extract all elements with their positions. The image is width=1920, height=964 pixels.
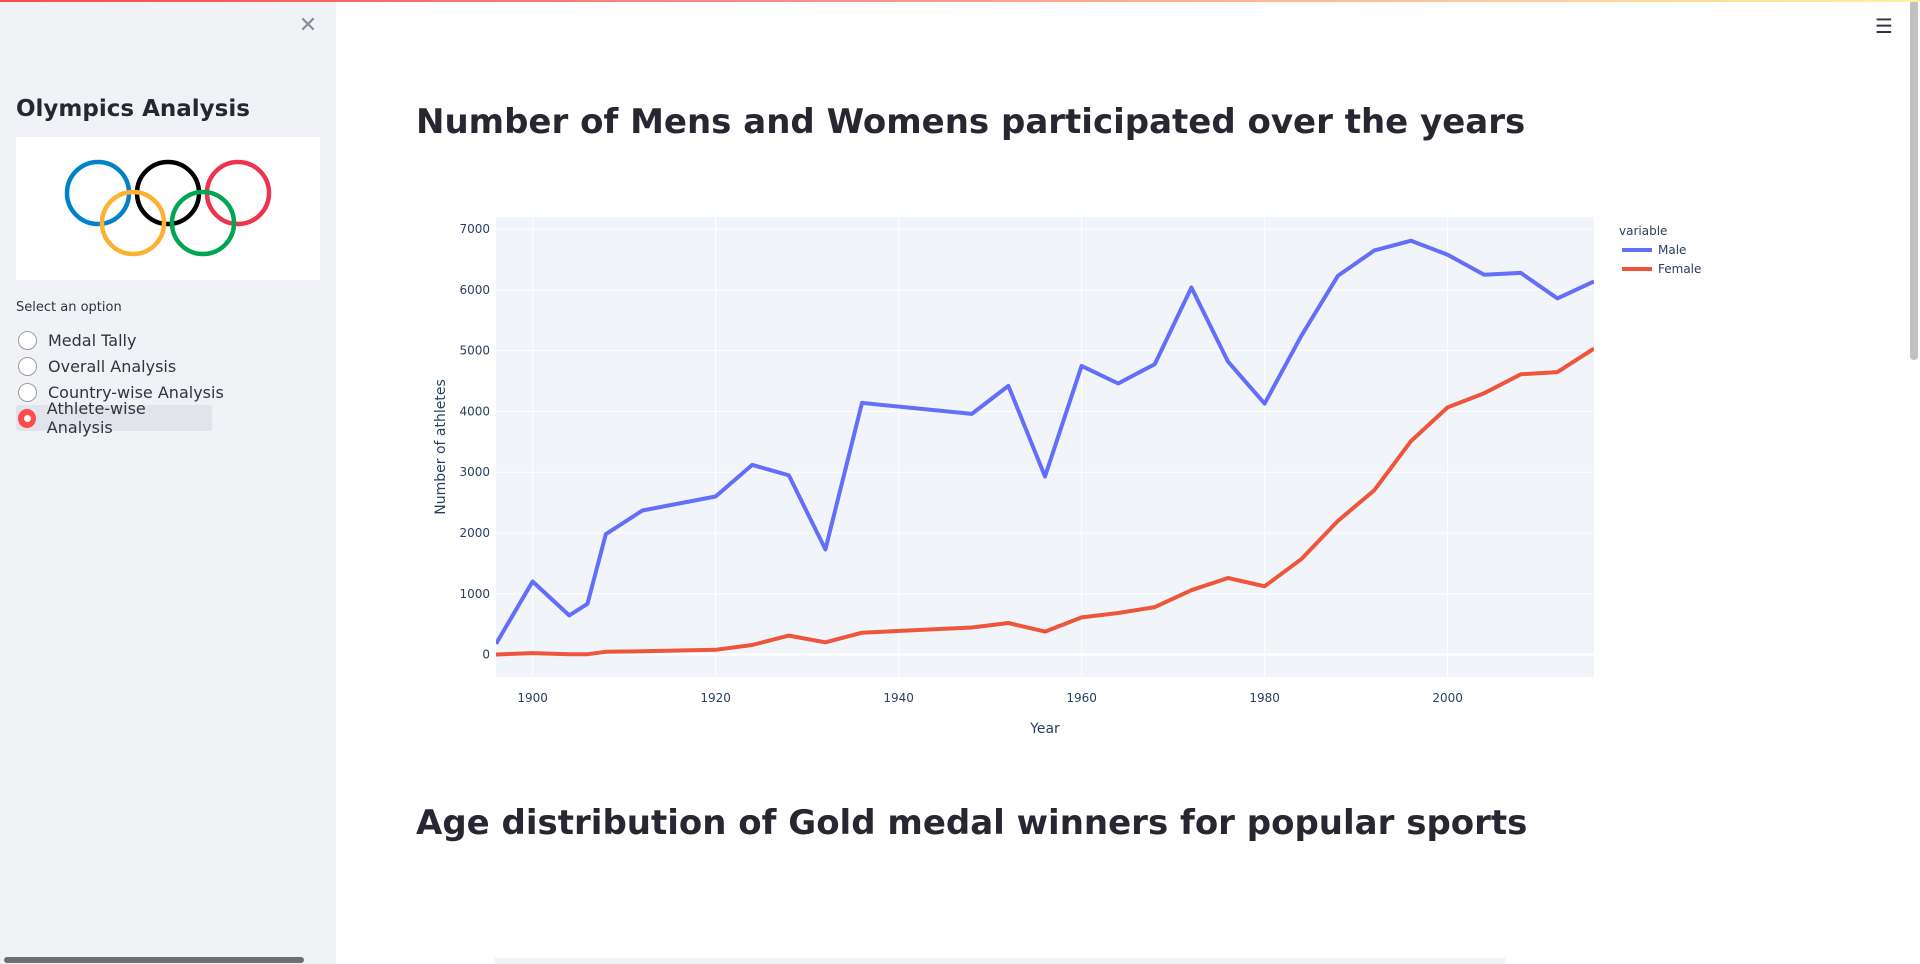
y-tick-label: 3000	[459, 465, 490, 479]
radio-label: Athlete-wise Analysis	[46, 399, 146, 437]
radio-button[interactable]	[18, 330, 37, 350]
main-scrollbar[interactable]	[1910, 0, 1918, 360]
x-tick-label: 1920	[700, 691, 731, 705]
top-decoration-line	[0, 0, 1920, 2]
y-tick-label: 1000	[459, 587, 490, 601]
series-line-male	[496, 238, 1594, 645]
y-tick-label: 7000	[459, 222, 490, 236]
section-title-age-distribution: Age distribution of Gold medal winners f…	[416, 803, 1528, 843]
legend-title: variable	[1619, 224, 1667, 238]
radio-country-wise-analysis[interactable]: Country-wise Analysis	[16, 379, 230, 405]
radio-overall-analysis[interactable]: Overall Analysis	[16, 353, 182, 379]
legend-label-female: Female	[1658, 262, 1701, 276]
sidebar-scrollbar[interactable]	[4, 957, 304, 963]
select-option-label: Select an option	[16, 300, 122, 315]
radio-label: Country-wise Analysis	[48, 382, 224, 402]
participation-line-chart: 0 1000 2000 3000 4000 5000 6000 7000 1900 1920 194…	[416, 200, 1716, 740]
x-tick-label: 1940	[883, 691, 914, 705]
sidebar-title: Olympics Analysis	[16, 96, 250, 122]
hamburger-menu-icon[interactable]: ☰	[1875, 14, 1893, 38]
y-tick-label: 6000	[459, 283, 490, 297]
y-tick-label: 4000	[459, 404, 490, 418]
x-tick-label: 1980	[1249, 691, 1280, 705]
radio-button[interactable]	[18, 356, 37, 376]
close-icon[interactable]: ✕	[298, 13, 318, 38]
plot-background	[496, 217, 1594, 677]
sidebar: ✕ Olympics Analysis Select an option Med…	[0, 0, 336, 964]
x-tick-label: 1960	[1066, 691, 1097, 705]
y-tick-label: 5000	[459, 344, 490, 358]
radio-button[interactable]	[18, 382, 37, 402]
radio-athlete-wise-analysis[interactable]: Athlete-wise Analysis	[16, 399, 212, 437]
y-tick-label: 0	[482, 648, 490, 662]
x-axis-label: Year	[1029, 721, 1060, 737]
x-tick-label: 1900	[517, 691, 548, 705]
x-tick-label: 2000	[1432, 691, 1463, 705]
olympic-rings-icon	[16, 137, 320, 280]
option-radio-group: Medal Tally Overall Analysis Country-wis…	[16, 327, 230, 437]
section-title-participation: Number of Mens and Womens participated o…	[416, 102, 1526, 142]
radio-label: Medal Tally	[48, 330, 137, 350]
y-tick-label: 2000	[459, 526, 490, 540]
radio-label: Overall Analysis	[48, 356, 177, 376]
radio-button-selected[interactable]	[18, 408, 36, 428]
radio-medal-tally[interactable]: Medal Tally	[16, 327, 142, 353]
legend-label-male: Male	[1658, 243, 1686, 257]
next-chart-top-edge	[495, 958, 1505, 964]
series-line-female	[496, 346, 1594, 657]
chart-svg: 0 1000 2000 3000 4000 5000 6000 7000 1900 1920 194…	[433, 217, 1701, 737]
y-axis-label: Number of athletes	[433, 379, 449, 514]
